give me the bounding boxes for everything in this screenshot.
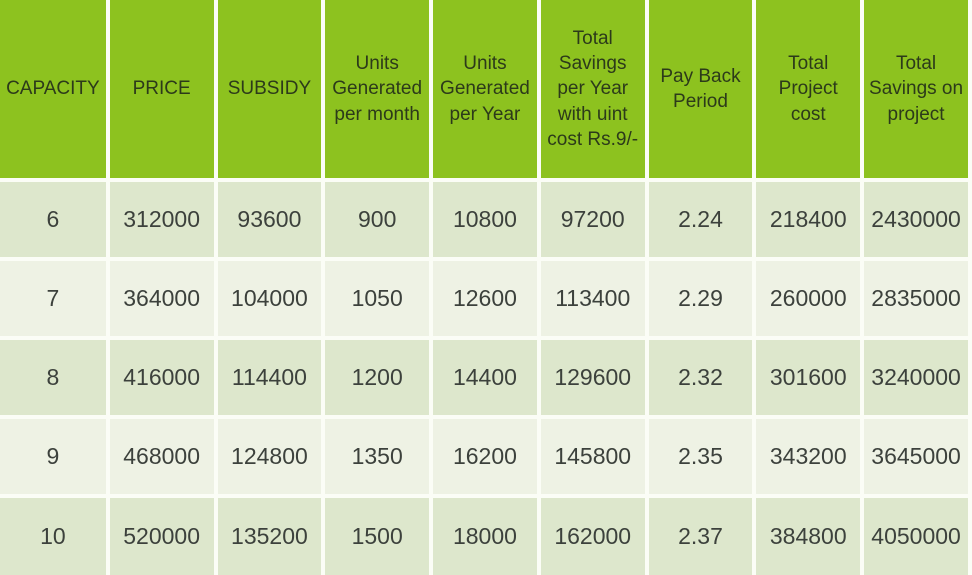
table-cell: 364000 xyxy=(107,257,218,338)
table-row-capacity-6: 6 312000 93600 900 10800 97200 2.24 2184… xyxy=(0,178,972,259)
table-cell: 343200 xyxy=(754,415,865,496)
header-total-project-cost: Total Project cost xyxy=(754,0,865,180)
table-cell: 416000 xyxy=(107,336,218,417)
table-cell: 520000 xyxy=(107,494,218,575)
table-cell: 10 xyxy=(0,494,110,575)
table-cell: 10800 xyxy=(431,178,541,259)
table-cell: 93600 xyxy=(215,178,326,259)
table-cell: 145800 xyxy=(538,415,649,496)
table-cell: 2430000 xyxy=(862,178,972,259)
table-cell: 384800 xyxy=(754,494,865,575)
header-capacity: CAPACITY xyxy=(0,0,110,180)
header-units-per-year: Units Generated per Year xyxy=(431,0,541,180)
table-cell: 104000 xyxy=(215,257,326,338)
table-cell: 9 xyxy=(0,415,110,496)
table-cell: 2.29 xyxy=(646,257,757,338)
table-cell: 218400 xyxy=(754,178,865,259)
table-cell: 113400 xyxy=(538,257,649,338)
header-subsidy: SUBSIDY xyxy=(215,0,326,180)
table-cell: 301600 xyxy=(754,336,865,417)
table-cell: 900 xyxy=(323,178,434,259)
table-cell: 2.24 xyxy=(646,178,757,259)
header-units-per-month: Units Generated per month xyxy=(323,0,434,180)
table-cell: 16200 xyxy=(431,415,541,496)
table-cell: 1050 xyxy=(323,257,434,338)
header-total-savings-on-project: Total Savings on project xyxy=(862,0,972,180)
table-cell: 6 xyxy=(0,178,110,259)
table-cell: 124800 xyxy=(215,415,326,496)
table-cell: 1200 xyxy=(323,336,434,417)
table-cell: 4050000 xyxy=(862,494,972,575)
header-price: PRICE xyxy=(107,0,218,180)
table-cell: 260000 xyxy=(754,257,865,338)
table-cell: 8 xyxy=(0,336,110,417)
table-cell: 468000 xyxy=(107,415,218,496)
table-row-capacity-10: 10 520000 135200 1500 18000 162000 2.37 … xyxy=(0,494,972,575)
table-header: CAPACITY PRICE SUBSIDY Units Generated p… xyxy=(0,0,972,180)
table-row-capacity-7: 7 364000 104000 1050 12600 113400 2.29 2… xyxy=(0,257,972,338)
header-payback-period: Pay Back Period xyxy=(646,0,757,180)
table-cell: 162000 xyxy=(538,494,649,575)
table-cell: 7 xyxy=(0,257,110,338)
table-row-capacity-8: 8 416000 114400 1200 14400 129600 2.32 3… xyxy=(0,336,972,417)
table-cell: 2.35 xyxy=(646,415,757,496)
table-cell: 1500 xyxy=(323,494,434,575)
header-total-savings-per-year: Total Savings per Year with uint cost Rs… xyxy=(538,0,649,180)
table-cell: 2.37 xyxy=(646,494,757,575)
table-cell: 2835000 xyxy=(862,257,972,338)
table-cell: 2.32 xyxy=(646,336,757,417)
table-cell: 18000 xyxy=(431,494,541,575)
table-cell: 1350 xyxy=(323,415,434,496)
table-cell: 129600 xyxy=(538,336,649,417)
table-cell: 97200 xyxy=(538,178,649,259)
table-cell: 3240000 xyxy=(862,336,972,417)
table-row-capacity-9: 9 468000 124800 1350 16200 145800 2.35 3… xyxy=(0,415,972,496)
table-cell: 12600 xyxy=(431,257,541,338)
table-cell: 312000 xyxy=(107,178,218,259)
table-cell: 3645000 xyxy=(862,415,972,496)
header-row: CAPACITY PRICE SUBSIDY Units Generated p… xyxy=(0,0,972,180)
table-cell: 14400 xyxy=(431,336,541,417)
table-cell: 135200 xyxy=(215,494,326,575)
table-cell: 114400 xyxy=(215,336,326,417)
table-body: 6 312000 93600 900 10800 97200 2.24 2184… xyxy=(0,178,972,575)
